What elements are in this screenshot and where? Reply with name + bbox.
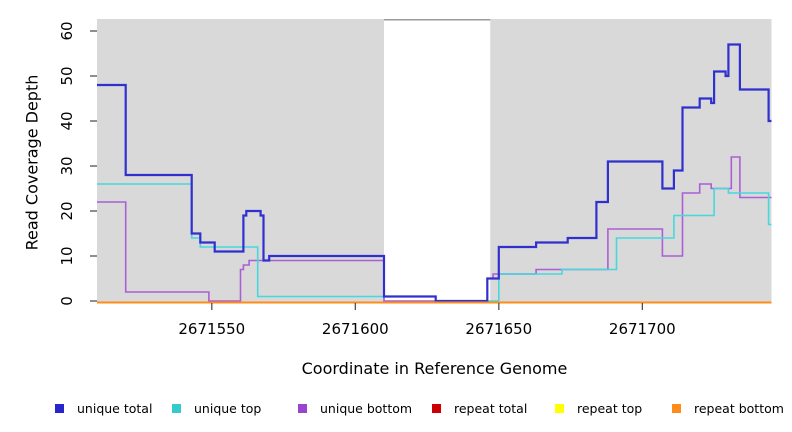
legend-label: repeat bottom [694,400,784,416]
legend-label: unique total [77,400,153,416]
x-tick-label: 2671650 [465,320,532,338]
legend-swatch-icon [672,403,681,413]
legend-swatch-icon [432,403,441,413]
x-axis-title: Coordinate in Reference Genome [301,359,568,378]
legend-label: unique top [194,400,262,416]
no-data-gap [384,20,491,303]
legend-swatch-icon [555,403,564,413]
legend-item-repeat-bottom: repeat bottom [672,400,784,416]
legend-item-unique-top: unique top [172,400,261,416]
x-tick-label: 2671550 [178,320,245,338]
y-tick-label: 50 [58,66,76,85]
y-tick-label: 30 [58,156,76,175]
y-tick-label: 0 [58,296,76,306]
legend-label: repeat total [454,400,528,416]
legend-swatch-icon [172,403,181,413]
y-tick-label: 40 [58,111,76,130]
legend-label: unique bottom [320,400,413,416]
x-tick-label: 2671700 [609,320,676,338]
y-axis-title: Read Coverage Depth [22,74,42,251]
legend-item-unique-bottom: unique bottom [298,400,412,416]
plot-canvas: 2671550 2671600 2671650 2671700 0 10 20 30 40 50 6… [58,19,772,338]
y-tick-label: 10 [58,246,76,265]
series-line-unique-total [97,43,772,303]
y-tick-label: 20 [58,201,76,220]
legend-swatch-icon [55,403,64,413]
series-line-unique-top [97,183,772,302]
y-tick-label: 60 [58,21,76,40]
x-tick-label: 2671600 [322,320,389,338]
legend-label: repeat top [577,400,643,416]
legend-item-unique-total: unique total [55,400,152,416]
legend-item-repeat-total: repeat total [432,400,527,416]
legend-item-repeat-top: repeat top [555,400,642,416]
legend-swatch-icon [298,403,307,413]
